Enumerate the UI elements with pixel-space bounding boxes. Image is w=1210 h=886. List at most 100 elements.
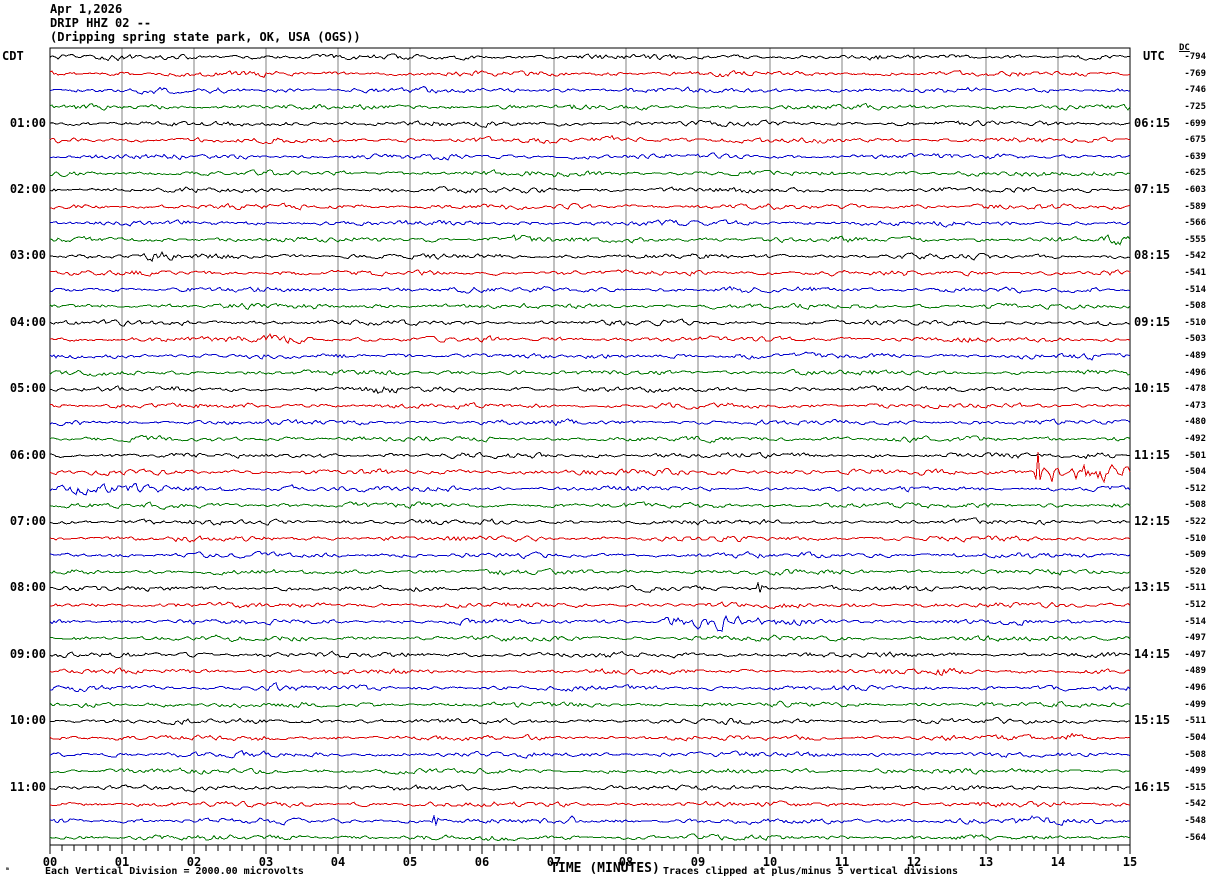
trace-row: [49, 482, 1131, 496]
utc-hour-label: 13:15: [1134, 580, 1171, 595]
dc-value: -512: [1184, 600, 1206, 611]
trace-row: [49, 749, 1131, 759]
trace-row: [49, 102, 1131, 111]
trace-row: [49, 567, 1131, 576]
dc-value: -499: [1184, 699, 1206, 710]
trace-row: [49, 732, 1131, 742]
utc-hour-label: 10:15: [1134, 381, 1171, 396]
plot-border: [49, 47, 1131, 846]
dc-value: -542: [1184, 251, 1206, 262]
trace-row: [49, 501, 1131, 510]
cdt-hour-label: 03:00: [9, 248, 46, 263]
trace-row: [49, 614, 1131, 633]
trace-row: [49, 85, 1131, 95]
trace-row: [49, 285, 1131, 294]
cdt-hour-label: 10:00: [9, 713, 46, 728]
cdt-hour-label: 11:00: [9, 779, 46, 794]
trace-row: [49, 152, 1131, 161]
cdt-hour-label: 06:00: [9, 447, 46, 462]
dc-value: -511: [1184, 716, 1206, 727]
dc-value: -564: [1184, 832, 1206, 843]
dc-value: -725: [1184, 101, 1206, 112]
x-tick-label: 02: [186, 855, 202, 869]
trace-row: [49, 385, 1131, 395]
dc-value: -478: [1184, 384, 1206, 395]
trace-row: [49, 767, 1131, 775]
utc-hour-label: 09:15: [1134, 314, 1171, 329]
plot-date: Apr 1,2026: [50, 2, 123, 16]
trace-row: [49, 418, 1131, 427]
x-axis-title: TIME (MINUTES): [550, 861, 660, 876]
x-tick-label: 00: [42, 855, 58, 869]
trace-row: [49, 650, 1131, 659]
dc-value: -639: [1184, 151, 1206, 162]
dc-value: -489: [1184, 351, 1206, 361]
dc-value: -508: [1184, 301, 1206, 312]
cdt-hour-label: 05:00: [9, 381, 46, 396]
trace-row: [49, 234, 1131, 246]
dc-value: -699: [1184, 118, 1206, 129]
trace-row: [49, 833, 1131, 842]
dc-value: -511: [1184, 583, 1206, 594]
utc-hour-label: 07:15: [1134, 181, 1171, 196]
dc-value: -504: [1184, 467, 1206, 478]
dc-value: -541: [1184, 267, 1206, 278]
dc-value: -794: [1184, 52, 1206, 63]
x-tick-label: 01: [114, 855, 130, 869]
x-tick-label: 05: [402, 855, 418, 869]
x-tick-label: 13: [978, 855, 994, 869]
station-id: DRIP HHZ 02 --: [50, 16, 152, 30]
trace-row: [49, 784, 1130, 793]
x-tick-label: 14: [1050, 855, 1066, 869]
trace-row: [49, 351, 1131, 361]
dc-value: -522: [1184, 517, 1206, 528]
x-tick-label: 04: [330, 855, 346, 869]
trace-row: [49, 634, 1131, 643]
trace-row: [49, 813, 1131, 827]
trace-row: [49, 800, 1131, 808]
corner-mark: ₘ: [5, 863, 10, 872]
dc-value: -489: [1184, 666, 1206, 677]
utc-hour-label: 15:15: [1134, 713, 1171, 728]
dc-value: -542: [1184, 799, 1206, 810]
trace-row: [49, 535, 1131, 543]
trace-row: [49, 185, 1131, 194]
dc-value: -515: [1184, 782, 1206, 793]
dc-value: -675: [1184, 135, 1206, 146]
dc-value: -504: [1184, 732, 1206, 743]
dc-value: -480: [1184, 417, 1206, 428]
trace-row: [49, 451, 1131, 460]
dc-value: -548: [1184, 815, 1206, 826]
utc-hour-label: 08:15: [1134, 248, 1171, 263]
dc-value: -497: [1184, 649, 1206, 660]
x-tick-label: 11: [834, 855, 850, 869]
trace-row: [49, 667, 1131, 677]
x-tick-label: 10: [762, 855, 778, 869]
dc-value: -473: [1184, 400, 1206, 411]
dc-value: -496: [1184, 367, 1206, 378]
x-tick-label: 12: [906, 855, 922, 869]
cdt-column-header: CDT: [2, 49, 24, 63]
dc-value: -566: [1184, 218, 1206, 229]
dc-value: -497: [1184, 633, 1206, 644]
trace-row: [49, 302, 1131, 311]
x-tick-label: 07: [546, 855, 562, 869]
x-tick-label: 03: [258, 855, 274, 869]
scale-note: Each Vertical Division = 2000.00 microvo…: [45, 866, 304, 877]
dc-value: -503: [1184, 334, 1206, 345]
trace-row: [49, 550, 1131, 560]
trace-row: [49, 700, 1131, 709]
dc-value: -509: [1184, 550, 1206, 561]
trace-row: [49, 69, 1131, 79]
cdt-hour-label: 09:00: [9, 646, 46, 661]
utc-hour-label: 12:15: [1134, 514, 1171, 529]
dc-value: -501: [1184, 450, 1206, 461]
trace-row: [49, 318, 1131, 327]
trace-row: [49, 434, 1131, 444]
cdt-hour-label: 07:00: [9, 514, 46, 529]
dc-value: -508: [1184, 500, 1206, 511]
dc-value: -508: [1184, 749, 1206, 760]
trace-row: [49, 581, 1131, 593]
trace-row: [49, 517, 1131, 526]
